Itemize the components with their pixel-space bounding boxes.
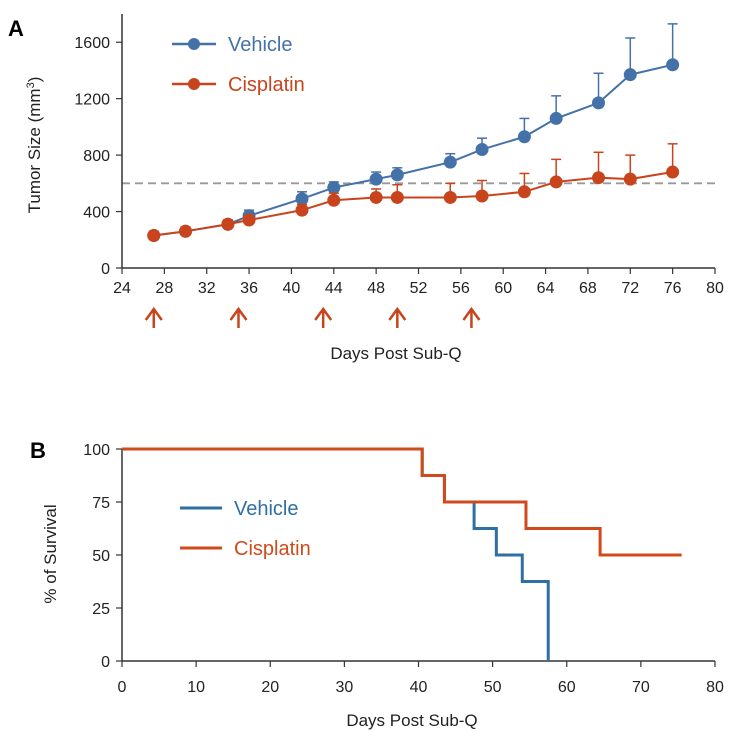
- treatment-arrow: [314, 306, 333, 328]
- vehicle-data-point: [327, 181, 341, 195]
- treatment-arrow: [229, 306, 248, 328]
- tumor-legend: Vehicle Cisplatin: [172, 34, 305, 96]
- y-axis-title-b: % of Survival: [41, 504, 60, 603]
- vehicle-data-point: [666, 58, 680, 72]
- cisplatin-data-point: [443, 190, 457, 204]
- legend-vehicle-label-b: Vehicle: [234, 498, 299, 520]
- cisplatin-data-point: [517, 185, 531, 199]
- treatment-arrow: [462, 306, 481, 328]
- survival-legend: Vehicle Cisplatin: [180, 498, 311, 560]
- tumor-size-chart: A 24 28 32 36 40 44 48 52 56 60 64 68 72 76 8004008001…: [8, 14, 724, 363]
- x-tick-label-b: 70: [632, 679, 650, 696]
- vehicle-data-point: [592, 96, 606, 110]
- survival-chart: B 0 10 20 30 40 50 60 70 80 0 25 50 75 100 Vehicle Ci…: [30, 438, 724, 730]
- cisplatin-survival-curve: [122, 447, 682, 557]
- x-tick-label-a: 40: [283, 280, 301, 297]
- cisplatin-data-point: [475, 189, 489, 203]
- y-tick-label-a: 400: [83, 205, 110, 222]
- x-axis-title-a: Days Post Sub-Q: [330, 344, 461, 363]
- x-tick-label-b: 50: [484, 679, 502, 696]
- vehicle-data-point: [475, 142, 489, 156]
- x-tick-label-a: 60: [494, 280, 512, 297]
- x-tick-label-b: 80: [706, 679, 724, 696]
- cisplatin-data-point: [147, 229, 161, 243]
- y-tick-label-b: 100: [83, 442, 110, 459]
- vehicle-survival-curve: [122, 447, 550, 661]
- x-tick-label-a: 76: [664, 280, 682, 297]
- y-tick-label-b: 50: [92, 548, 110, 565]
- x-tick-label-a: 24: [113, 280, 131, 297]
- vehicle-data-point: [390, 168, 404, 182]
- x-tick-label-b: 30: [335, 679, 353, 696]
- y-tick-label-b: 25: [92, 601, 110, 618]
- legend-cisplatin-label: Cisplatin: [228, 74, 305, 96]
- cisplatin-data-point: [295, 203, 309, 217]
- cisplatin-data-point: [179, 224, 193, 238]
- y-tick-label-b: 75: [92, 495, 110, 512]
- x-tick-label-a: 80: [706, 280, 724, 297]
- treatment-arrow: [144, 306, 163, 328]
- cisplatin-data-point: [327, 193, 341, 207]
- x-tick-label-a: 72: [621, 280, 639, 297]
- x-tick-label-b: 10: [187, 679, 205, 696]
- y-tick-label-a: 1600: [74, 35, 110, 52]
- y-tick-label-a: 1200: [74, 92, 110, 109]
- x-tick-label-b: 40: [410, 679, 428, 696]
- cisplatin-data-point: [666, 165, 680, 179]
- treatment-arrow: [388, 306, 407, 328]
- legend-vehicle-marker: [188, 38, 200, 50]
- x-tick-label-a: 44: [325, 280, 343, 297]
- x-axis-title-b: Days Post Sub-Q: [346, 711, 477, 730]
- x-tick-label-b: 0: [118, 679, 127, 696]
- cisplatin-data-point: [592, 171, 606, 185]
- cisplatin-data-point: [390, 190, 404, 204]
- x-tick-label-a: 28: [155, 280, 173, 297]
- y-tick-label-b: 0: [101, 654, 110, 671]
- y-tick-label-a: 800: [83, 148, 110, 165]
- y-tick-label-a: 0: [101, 261, 110, 278]
- treatment-arrow-head: [144, 306, 163, 321]
- x-tick-label-b: 60: [558, 679, 576, 696]
- cisplatin-data-point: [221, 217, 235, 231]
- legend-cisplatin-label-b: Cisplatin: [234, 538, 311, 560]
- y-axis-title-a: Tumor Size (mm3): [25, 77, 44, 214]
- cisplatin-data-point: [242, 213, 256, 227]
- legend-cisplatin-marker: [188, 78, 200, 90]
- vehicle-data-point: [623, 68, 637, 82]
- cisplatin-data-point: [369, 190, 383, 204]
- panel-a-letter: A: [8, 16, 24, 41]
- vehicle-data-point: [517, 130, 531, 144]
- x-tick-label-a: 64: [537, 280, 555, 297]
- vehicle-data-point: [443, 155, 457, 169]
- vehicle-data-point: [549, 111, 563, 125]
- treatment-arrow-head: [229, 306, 248, 321]
- legend-vehicle-label: Vehicle: [228, 34, 293, 56]
- treatment-arrow-head: [314, 306, 333, 321]
- cisplatin-data-point: [549, 175, 563, 189]
- vehicle-data-point: [369, 172, 383, 186]
- vehicle-data-point: [295, 192, 309, 206]
- x-tick-label-a: 52: [410, 280, 428, 297]
- panel-b-letter: B: [30, 438, 46, 463]
- x-tick-label-a: 48: [367, 280, 385, 297]
- x-tick-label-a: 68: [579, 280, 597, 297]
- x-tick-label-a: 36: [240, 280, 258, 297]
- x-tick-label-a: 32: [198, 280, 216, 297]
- cisplatin-data-point: [623, 172, 637, 186]
- treatment-arrow-head: [388, 306, 407, 321]
- treatment-arrow-head: [462, 306, 481, 321]
- x-tick-label-a: 56: [452, 280, 470, 297]
- x-tick-label-b: 20: [261, 679, 279, 696]
